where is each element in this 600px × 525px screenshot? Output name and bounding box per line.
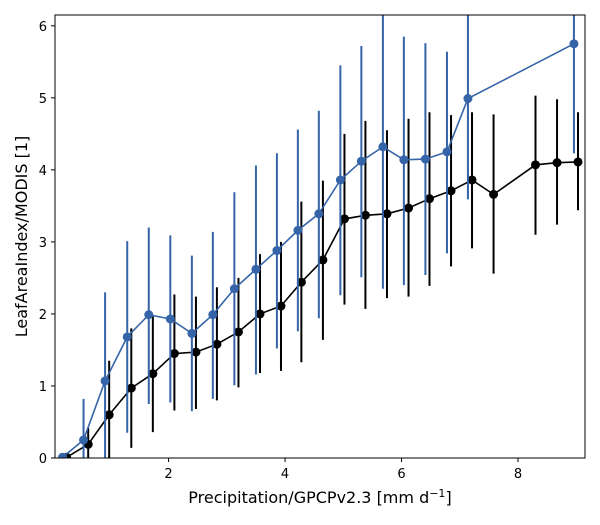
data-point [339, 214, 349, 224]
x-axis-ticks: 2 4 6 8 [164, 458, 522, 482]
y-tick-label: 5 [39, 92, 47, 107]
data-point [530, 160, 540, 170]
data-point [446, 186, 456, 196]
data-point [293, 225, 303, 235]
x-tick-label: 8 [514, 467, 522, 482]
data-point [276, 301, 286, 311]
data-point [58, 452, 68, 458]
y-axis-ticks: 0 1 2 3 4 5 6 [39, 20, 55, 467]
data-point [467, 175, 477, 185]
data-point [229, 284, 239, 294]
y-axis-label: LeafAreaIndex/MODIS [1] [12, 136, 31, 338]
x-tick-label: 2 [164, 467, 172, 482]
data-point [126, 383, 136, 393]
data-point [187, 328, 197, 338]
x-axis-label: Precipitation/GPCPv2.3 [mm d−1] [188, 487, 451, 507]
data-point [360, 210, 370, 220]
data-point [144, 310, 154, 320]
y-tick-label: 0 [39, 452, 47, 467]
data-point [104, 410, 114, 420]
data-point [318, 255, 328, 265]
data-point [251, 264, 261, 274]
data-point [296, 277, 306, 287]
data-point [463, 94, 473, 104]
data-point [399, 155, 409, 165]
data-point [569, 39, 579, 49]
x-tick-label: 4 [281, 467, 289, 482]
y-tick-label: 3 [39, 236, 47, 251]
data-point [552, 158, 562, 168]
y-tick-label: 4 [39, 164, 47, 179]
data-point [165, 314, 175, 324]
data-point [356, 156, 366, 166]
data-point [382, 209, 392, 219]
data-point [442, 147, 452, 157]
data-point [191, 347, 201, 357]
y-tick-label: 2 [39, 308, 47, 323]
series-black [62, 95, 583, 458]
data-point [148, 369, 158, 379]
data-point [272, 246, 282, 256]
data-point [404, 203, 414, 213]
data-point [122, 332, 132, 342]
data-point [573, 157, 583, 167]
data-point [233, 327, 243, 337]
y-tick-label: 6 [39, 20, 47, 35]
data-point [424, 194, 434, 204]
data-point [335, 175, 345, 185]
data-point [489, 189, 499, 199]
data-point [314, 209, 324, 219]
data-point [212, 339, 222, 349]
plot-frame [54, 14, 586, 459]
data-point [378, 142, 388, 152]
series-blue [58, 15, 579, 458]
data-point [420, 154, 430, 164]
x-tick-label: 6 [397, 467, 405, 482]
data-point [100, 376, 110, 386]
data-point [169, 349, 179, 359]
data-point [255, 309, 265, 319]
data-point [208, 310, 218, 320]
data-point [79, 435, 89, 445]
y-tick-label: 1 [39, 380, 47, 395]
plot-area [58, 15, 583, 458]
